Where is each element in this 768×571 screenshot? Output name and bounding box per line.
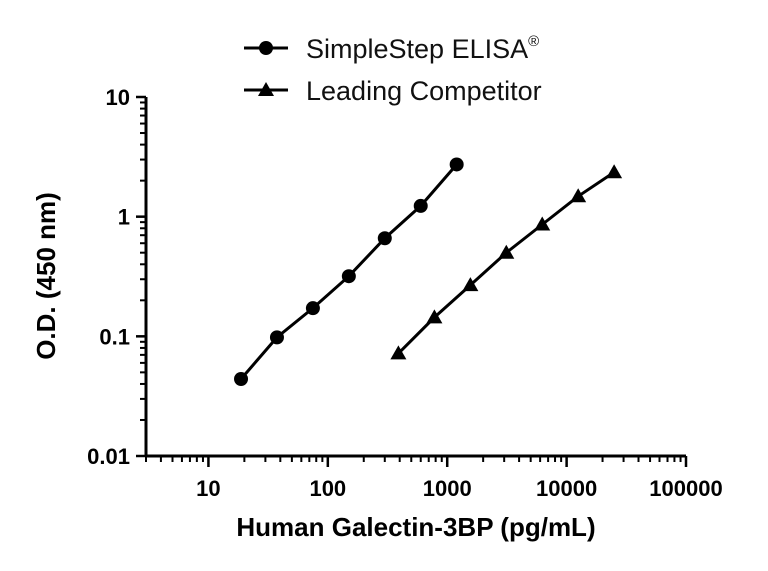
data-point-triangle (498, 244, 515, 259)
data-point-circle (269, 330, 284, 345)
data-point-triangle (426, 309, 443, 324)
data-point-triangle (462, 277, 479, 292)
legend-marker-circle (259, 41, 273, 55)
data-point-circle (413, 198, 428, 213)
legend-marker-triangle (258, 82, 274, 96)
legend-superscript: ® (528, 33, 539, 50)
x-tick-label: 1000 (423, 476, 472, 501)
x-tick-label: 10 (196, 476, 220, 501)
y-tick-label: 1 (118, 205, 130, 230)
y-tick-label: 10 (106, 85, 130, 110)
y-axis-label: O.D. (450 nm) (31, 192, 61, 360)
axes: 0.01 0.1 1 10 10 100 1000 10000 100000 (87, 85, 723, 501)
y-tick-label: 0.1 (99, 324, 130, 349)
legend-item-simplestep: SimpleStep ELISA® (244, 33, 539, 64)
data-point-circle (377, 231, 392, 246)
x-axis-label: Human Galectin-3BP (pg/mL) (236, 512, 595, 542)
x-tick-label: 100 (309, 476, 346, 501)
x-ticks: 10 100 1000 10000 100000 (145, 456, 723, 501)
series-simplestep (234, 157, 464, 387)
y-tick-label: 0.01 (87, 444, 130, 469)
data-point-circle (341, 269, 356, 284)
legend-item-competitor: Leading Competitor (244, 76, 542, 106)
data-point-triangle (606, 164, 623, 179)
data-point-circle (305, 301, 320, 316)
data-point-circle (234, 372, 249, 387)
data-point-triangle (570, 188, 587, 203)
series-competitor (390, 164, 623, 360)
series-layer (234, 157, 623, 387)
data-point-circle (449, 157, 464, 172)
data-point-triangle (534, 216, 551, 231)
legend-label-competitor: Leading Competitor (306, 76, 542, 106)
x-tick-label: 100000 (649, 476, 722, 501)
legend-label-simplestep: SimpleStep ELISA® (306, 33, 539, 64)
legend: SimpleStep ELISA® Leading Competitor (244, 33, 542, 106)
y-ticks: 0.01 0.1 1 10 (87, 85, 146, 469)
x-tick-label: 10000 (536, 476, 597, 501)
data-point-triangle (390, 345, 407, 360)
